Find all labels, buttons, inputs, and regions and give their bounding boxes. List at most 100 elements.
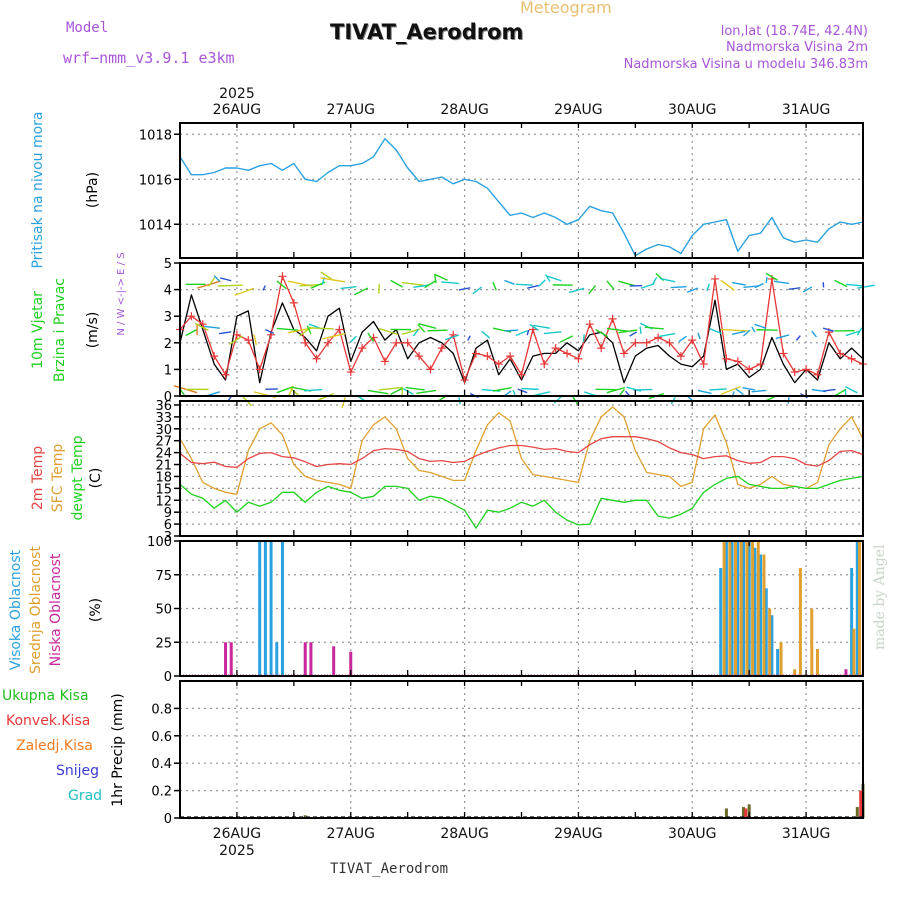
mid-cloud-bar bbox=[779, 642, 783, 676]
total-rain-bar bbox=[855, 807, 859, 818]
chart-subtitle: Meteogram bbox=[520, 0, 612, 17]
clouds-ytick-label: 100 bbox=[147, 535, 172, 550]
clouds-ytick-label: 50 bbox=[155, 603, 172, 618]
wind-direction-arrow bbox=[276, 327, 299, 331]
low-cloud-bar bbox=[844, 669, 848, 676]
wind-gust-marker bbox=[346, 368, 355, 377]
2m-temp-line bbox=[179, 436, 864, 468]
wind-direction-arrow bbox=[775, 334, 790, 340]
data-marks bbox=[173, 138, 875, 818]
bottom-year-label: 2025 bbox=[219, 843, 255, 859]
wind-direction-arrow bbox=[276, 280, 287, 290]
wind-direction-arrow bbox=[686, 287, 699, 294]
wind-direction-arrow bbox=[433, 274, 437, 284]
high-cloud-bar bbox=[741, 541, 745, 676]
wind-direction-arrow bbox=[533, 324, 551, 329]
high-cloud-bar bbox=[736, 541, 740, 676]
mid-cloud-bar bbox=[852, 628, 856, 676]
bottom-date-label: 30AUG bbox=[668, 826, 717, 842]
total-rain-bar bbox=[741, 807, 745, 818]
top-year-label: 2025 bbox=[219, 86, 255, 102]
wind-gust-marker bbox=[244, 336, 253, 345]
cloud-axis-title-mid: Srednja Oblacnost bbox=[28, 546, 44, 674]
wind-gust-marker bbox=[654, 333, 663, 342]
wind-direction-arrow bbox=[629, 331, 637, 337]
wind-direction-arrow bbox=[659, 277, 676, 283]
low-cloud-bar bbox=[349, 651, 353, 676]
wind-direction-arrow bbox=[481, 330, 491, 339]
wind-direction-arrow bbox=[306, 325, 312, 335]
wind-direction-arrow bbox=[418, 323, 437, 329]
high-cloud-bar bbox=[719, 568, 723, 676]
wind-gust-marker bbox=[426, 365, 435, 374]
temperature-ytick-label: 27 bbox=[155, 435, 172, 450]
wind-direction-arrow bbox=[390, 279, 403, 288]
wind-gust-marker bbox=[460, 376, 469, 385]
top-date-label: 30AUG bbox=[668, 102, 717, 118]
cloud-axis-title-high: Visoka Oblacnost bbox=[8, 549, 24, 670]
wind-direction-arrow bbox=[492, 281, 497, 291]
wind-direction-arrow bbox=[720, 279, 735, 291]
wind-direction-arrow bbox=[754, 282, 764, 289]
precip-legend-item: Ukupna Kisa bbox=[2, 688, 89, 704]
wind-ytick-label: 2 bbox=[164, 337, 172, 352]
wind-direction-arrow bbox=[618, 280, 636, 287]
pressure-ytick-label: 1016 bbox=[139, 173, 172, 188]
bottom-date-label: 27AUG bbox=[327, 826, 376, 842]
wind-direction-arrow bbox=[606, 280, 615, 290]
wind-gust-marker bbox=[699, 360, 708, 369]
high-cloud-bar bbox=[747, 541, 751, 676]
wind-direction-arrow bbox=[670, 286, 687, 289]
bottom-date-label: 29AUG bbox=[554, 826, 603, 842]
wind-unit: (m/s) bbox=[85, 312, 101, 349]
station-height: Nadmorska Visina 2m bbox=[726, 40, 868, 55]
wind-gust-marker bbox=[210, 352, 219, 361]
clouds-ytick-label: 0 bbox=[164, 670, 172, 685]
top-date-label: 29AUG bbox=[554, 102, 603, 118]
wind-gust-marker bbox=[688, 336, 697, 345]
wind-gust-marker bbox=[642, 338, 651, 347]
wind-gust-marker bbox=[551, 344, 560, 353]
wind-direction-arrow bbox=[765, 276, 768, 284]
wind-direction-arrow bbox=[545, 274, 551, 282]
wind-direction-arrow bbox=[529, 323, 539, 331]
wind-direction-arrow bbox=[401, 281, 424, 286]
precip-ytick-label: 0.2 bbox=[151, 785, 172, 800]
wind-direction-arrow bbox=[547, 275, 562, 282]
wind-direction-arrow bbox=[234, 287, 255, 296]
wind-direction-arrow bbox=[367, 389, 389, 395]
high-cloud-bar bbox=[759, 554, 763, 676]
wind-direction-arrow bbox=[458, 287, 471, 291]
mid-cloud-bar bbox=[815, 649, 819, 676]
wind-gust-marker bbox=[380, 357, 389, 366]
wind-direction-arrow bbox=[316, 392, 334, 402]
wind-gust-marker bbox=[813, 370, 822, 379]
wind-direction-arrow bbox=[405, 386, 425, 391]
wind-direction-arrow bbox=[742, 387, 755, 391]
pressure-unit: (hPa) bbox=[85, 172, 101, 208]
wind-gust-marker bbox=[187, 312, 196, 321]
wind-direction-arrow bbox=[521, 387, 539, 391]
pressure-line bbox=[179, 138, 864, 257]
wind-direction-arrow bbox=[349, 335, 357, 343]
high-cloud-bar bbox=[770, 615, 774, 676]
low-cloud-bar bbox=[309, 642, 313, 676]
low-cloud-bar bbox=[332, 646, 336, 676]
precip-ytick-label: 0.8 bbox=[151, 702, 172, 717]
wind-gust-marker bbox=[722, 354, 731, 363]
high-cloud-bar bbox=[776, 649, 780, 676]
footer-station: TIVAT_Aerodrom bbox=[330, 861, 449, 877]
bottom-date-label: 26AUG bbox=[213, 826, 262, 842]
wind-gust-marker bbox=[733, 357, 742, 366]
wind-gust-marker bbox=[665, 338, 674, 347]
wind-direction-arrow bbox=[424, 280, 437, 289]
convective-rain-bar bbox=[859, 790, 863, 818]
wind-direction-arrow bbox=[207, 277, 216, 287]
temperature-ytick-label: 6 bbox=[164, 518, 172, 533]
wind-gust-marker bbox=[847, 354, 856, 363]
grid-lines bbox=[180, 123, 863, 819]
wind-gust-marker bbox=[415, 352, 424, 361]
temperature-ytick-label: 24 bbox=[155, 447, 172, 462]
clouds-ytick-label: 25 bbox=[155, 636, 172, 651]
wind-direction-arrow bbox=[194, 322, 209, 332]
